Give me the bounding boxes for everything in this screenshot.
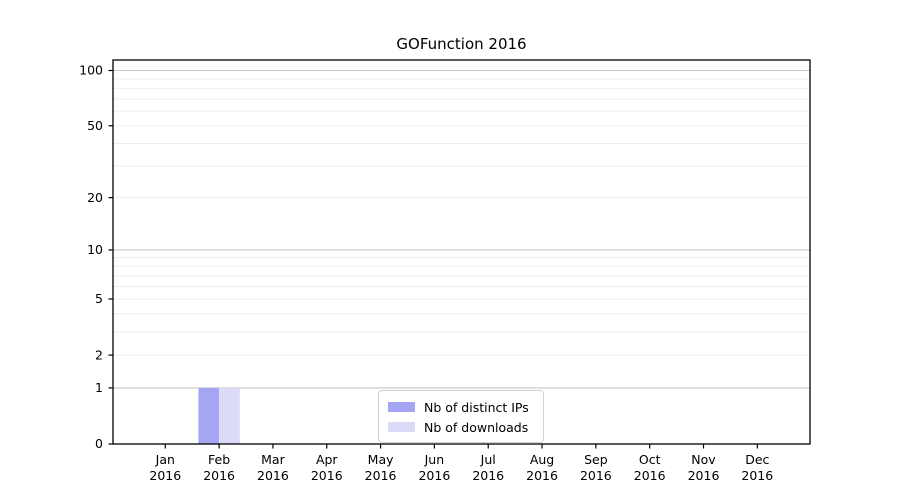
x-tick-label-month: Feb bbox=[208, 452, 230, 467]
y-tick-label: 50 bbox=[87, 118, 103, 133]
x-tick-label-year: 2016 bbox=[526, 468, 558, 483]
y-tick-label: 1 bbox=[95, 380, 103, 395]
y-tick-label: 2 bbox=[95, 347, 103, 362]
legend-item-downloads: Nb of downloads bbox=[388, 417, 534, 437]
x-tick-label-year: 2016 bbox=[472, 468, 504, 483]
legend: Nb of distinct IPs Nb of downloads bbox=[378, 390, 544, 443]
x-tick-label-month: Jul bbox=[480, 452, 496, 467]
y-tick-label: 10 bbox=[87, 242, 103, 257]
x-tick-label-month: Oct bbox=[639, 452, 661, 467]
x-tick-label-month: May bbox=[368, 452, 394, 467]
x-tick-label-year: 2016 bbox=[365, 468, 397, 483]
x-tick-label-month: Dec bbox=[745, 452, 769, 467]
legend-swatch-distinct-ips bbox=[388, 402, 415, 412]
x-tick-label-year: 2016 bbox=[311, 468, 343, 483]
y-tick-label: 0 bbox=[95, 436, 103, 451]
x-tick-label-month: Jan bbox=[155, 452, 175, 467]
bar-nb-of-distinct-ips bbox=[198, 387, 220, 444]
y-tick-label: 20 bbox=[87, 190, 103, 205]
legend-label-distinct-ips: Nb of distinct IPs bbox=[424, 399, 529, 415]
x-tick-label-year: 2016 bbox=[580, 468, 612, 483]
x-tick-label-month: Apr bbox=[316, 452, 338, 467]
x-tick-label-month: Jun bbox=[424, 452, 445, 467]
y-tick-label: 100 bbox=[79, 63, 103, 78]
x-tick-label-year: 2016 bbox=[741, 468, 773, 483]
legend-swatch-downloads bbox=[388, 422, 415, 432]
x-tick-label-month: Nov bbox=[691, 452, 716, 467]
x-tick-label-year: 2016 bbox=[203, 468, 235, 483]
x-tick-label-year: 2016 bbox=[418, 468, 450, 483]
y-tick-label: 5 bbox=[95, 291, 103, 306]
plot-border bbox=[112, 59, 811, 445]
x-tick-label-month: Mar bbox=[261, 452, 285, 467]
x-tick-label-month: Aug bbox=[530, 452, 554, 467]
x-tick-label-year: 2016 bbox=[634, 468, 666, 483]
bar-nb-of-downloads bbox=[219, 387, 240, 444]
x-tick-label-month: Sep bbox=[584, 452, 608, 467]
chart-title: GOFunction 2016 bbox=[396, 35, 527, 53]
x-tick-label-year: 2016 bbox=[149, 468, 181, 483]
legend-label-downloads: Nb of downloads bbox=[424, 419, 529, 435]
legend-item-distinct-ips: Nb of distinct IPs bbox=[388, 397, 534, 417]
x-tick-label-year: 2016 bbox=[257, 468, 289, 483]
x-tick-label-year: 2016 bbox=[688, 468, 720, 483]
